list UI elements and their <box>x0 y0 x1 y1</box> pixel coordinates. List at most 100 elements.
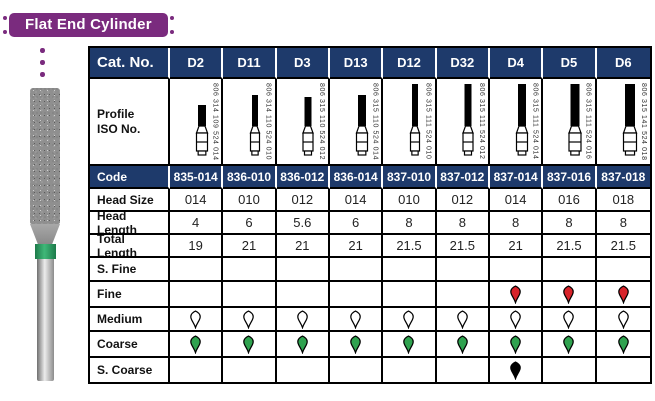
medium-D3 <box>276 308 330 332</box>
s_fine-D11 <box>223 258 277 282</box>
s_fine-D6 <box>596 258 650 282</box>
coarse-D11 <box>223 332 277 358</box>
iso-no-D11: 806 314 110 524 010 <box>264 83 272 161</box>
bur-diamond-head <box>30 88 60 224</box>
iso-no-D32: 806 315 111 524 012 <box>477 83 485 160</box>
bur-profile-icon-D5 <box>567 83 583 159</box>
grit-drop-green-icon <box>348 334 363 355</box>
profile-cell-D11: 806 314 110 524 010 <box>223 79 277 166</box>
iso-no-D3: 806 315 110 524 012 <box>317 83 325 161</box>
s_fine-D3 <box>276 258 330 282</box>
head_length-D6: 8 <box>596 212 650 235</box>
iso-no-D12: 806 315 111 524 010 <box>424 83 432 160</box>
cat-no-header-D32: D32 <box>436 48 490 79</box>
bur-profile-icon-D32 <box>460 83 476 159</box>
cat-no-header-D13: D13 <box>329 48 384 79</box>
head_length-D32: 8 <box>436 212 490 235</box>
total_length-D5: 21.5 <box>543 235 597 258</box>
s_fine-D4 <box>489 258 544 282</box>
head_size-D13: 014 <box>329 189 384 212</box>
fine-D2 <box>170 282 224 308</box>
dot-icon <box>40 60 45 65</box>
row-label-medium: Medium <box>90 308 170 332</box>
cat-no-header-D4: D4 <box>489 48 544 79</box>
grit-drop-green-icon <box>241 334 256 355</box>
grit-drop-white-icon <box>188 309 203 330</box>
coarse-D6 <box>596 332 650 358</box>
row-label-head_size: Head Size <box>90 189 170 212</box>
head_size-D12: 010 <box>383 189 437 212</box>
medium-D13 <box>329 308 384 332</box>
fine-D3 <box>276 282 330 308</box>
row-label-coarse: Coarse <box>90 332 170 358</box>
page-title: Flat End Cylinder <box>3 13 174 37</box>
row-label-total_length: Total Length <box>90 235 170 258</box>
fine-D12 <box>383 282 437 308</box>
code-D5: 837-016 <box>543 166 597 189</box>
row-label-s_fine: S. Fine <box>90 258 170 282</box>
dot-icon <box>40 72 45 77</box>
code-D3: 836-012 <box>276 166 330 189</box>
bur-profile-icon-D6 <box>622 83 638 159</box>
grit-drop-white-icon <box>348 309 363 330</box>
s_coarse-D32 <box>437 358 490 382</box>
medium-D11 <box>223 308 277 332</box>
grit-drop-green-icon <box>455 334 470 355</box>
cat-no-header-D5: D5 <box>543 48 597 79</box>
medium-D6 <box>596 308 650 332</box>
medium-D2 <box>170 308 224 332</box>
bur-neck <box>30 224 60 244</box>
grit-drop-green-icon <box>616 334 631 355</box>
cat-no-header-D2: D2 <box>170 48 224 79</box>
total_length-D3: 21 <box>276 235 330 258</box>
head_length-D12: 8 <box>383 212 437 235</box>
s_coarse-D3 <box>277 358 330 382</box>
grit-drop-green-icon <box>508 334 523 355</box>
bur-grit-band-green <box>34 244 56 259</box>
cat-no-header-D12: D12 <box>383 48 437 79</box>
cat-no-header-D11: D11 <box>223 48 277 79</box>
head_length-D3: 5.6 <box>276 212 330 235</box>
coarse-D2 <box>170 332 224 358</box>
product-table: Cat. No. D2 D11 D3 D13 D12 D32 D4 D5 D6 Profile IS… <box>88 46 652 384</box>
head_size-D6: 018 <box>596 189 650 212</box>
profile-cell-D13: 806 315 110 524 014 <box>329 79 384 166</box>
head_length-D5: 8 <box>543 212 597 235</box>
fine-D11 <box>223 282 277 308</box>
head_length-D2: 4 <box>170 212 224 235</box>
grit-drop-white-icon <box>508 309 523 330</box>
total_length-D2: 19 <box>170 235 224 258</box>
head_size-D5: 016 <box>543 189 597 212</box>
profile-cell-D32: 806 315 111 524 012 <box>436 79 490 166</box>
grit-drop-red-icon <box>616 284 631 305</box>
coarse-D5 <box>543 332 597 358</box>
head_length-D11: 6 <box>223 212 277 235</box>
row-label-fine: Fine <box>90 282 170 308</box>
bur-shank <box>36 259 54 381</box>
grit-drop-green-icon <box>188 334 203 355</box>
total_length-D6: 21.5 <box>596 235 650 258</box>
total_length-D32: 21.5 <box>436 235 490 258</box>
row-label-s_coarse: S. Coarse <box>90 358 170 382</box>
coarse-D32 <box>436 332 490 358</box>
medium-D32 <box>436 308 490 332</box>
grit-drop-green-icon <box>561 334 576 355</box>
grit-drop-white-icon <box>295 309 310 330</box>
fine-D13 <box>329 282 384 308</box>
coarse-D3 <box>276 332 330 358</box>
grit-drop-green-icon <box>401 334 416 355</box>
total_length-D11: 21 <box>223 235 277 258</box>
code-D32: 837-012 <box>436 166 490 189</box>
code-D13: 836-014 <box>329 166 384 189</box>
medium-D4 <box>489 308 544 332</box>
s_coarse-D2 <box>170 358 224 382</box>
s_coarse-D6 <box>597 358 650 382</box>
s_coarse-D11 <box>223 358 277 382</box>
cat-no-header-D6: D6 <box>596 48 650 79</box>
total_length-D4: 21 <box>489 235 544 258</box>
s_fine-D12 <box>383 258 437 282</box>
table-corner-cat-no: Cat. No. <box>90 48 170 79</box>
total_length-D12: 21.5 <box>383 235 437 258</box>
row-label-head_length: Head Length <box>90 212 170 235</box>
head_size-D3: 012 <box>276 189 330 212</box>
